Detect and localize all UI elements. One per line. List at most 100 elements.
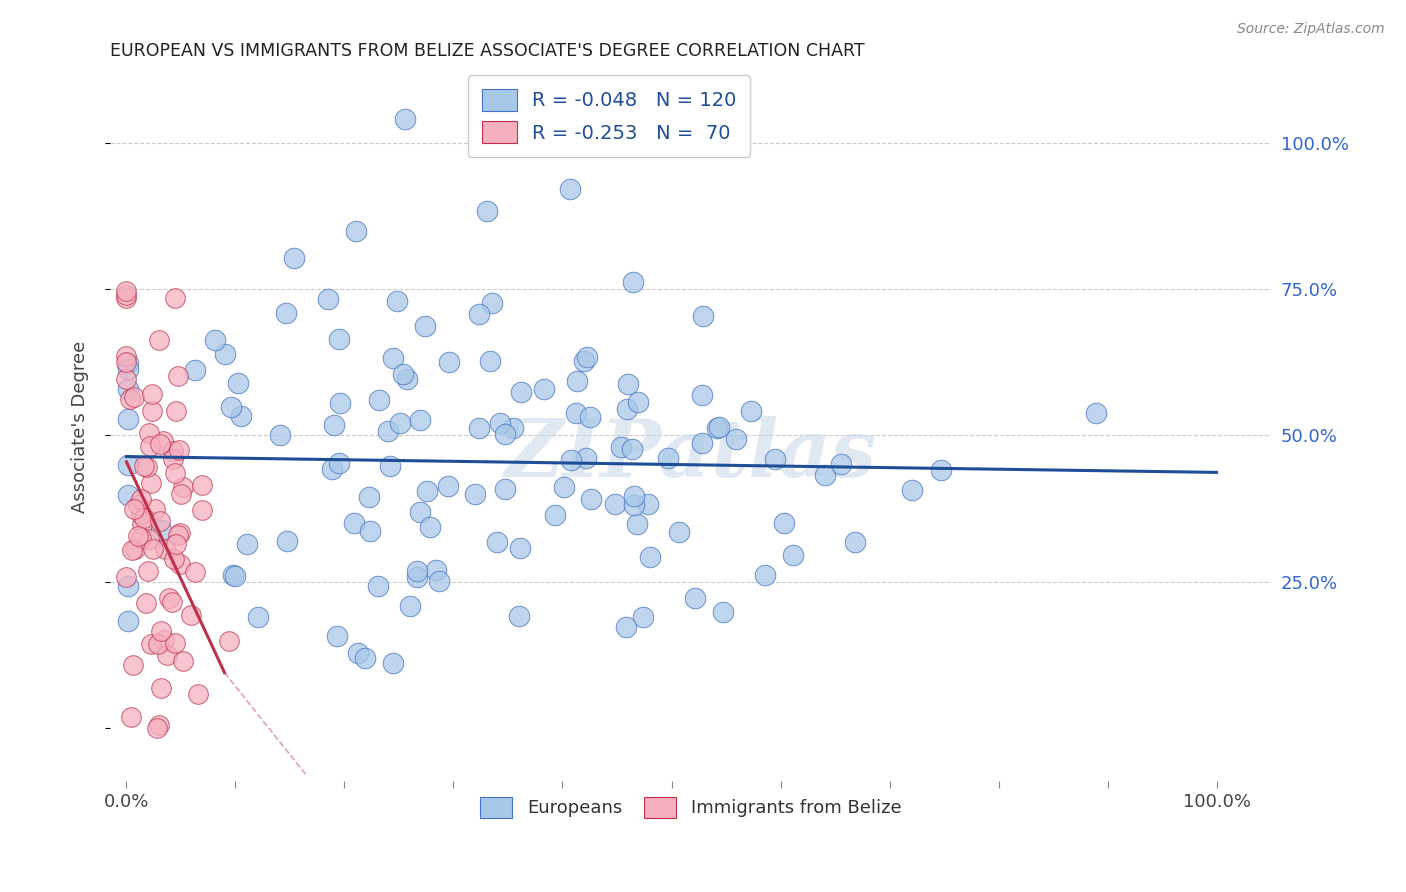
Point <box>160 595 183 609</box>
Point <box>475 203 498 218</box>
Point <box>172 655 194 669</box>
Point <box>394 112 416 127</box>
Point <box>122 391 145 405</box>
Point <box>148 718 170 732</box>
Point <box>153 542 176 557</box>
Point <box>489 416 512 430</box>
Point <box>117 579 139 593</box>
Point <box>623 489 645 503</box>
Point <box>782 548 804 562</box>
Point <box>204 334 226 348</box>
Point <box>145 721 167 735</box>
Point <box>329 396 352 410</box>
Point <box>117 488 139 502</box>
Point <box>156 648 179 663</box>
Point <box>269 427 291 442</box>
Point <box>367 393 389 408</box>
Point <box>626 516 648 531</box>
Point <box>706 421 728 435</box>
Point <box>167 442 190 457</box>
Point <box>115 284 138 298</box>
Point <box>575 450 598 465</box>
Point <box>134 511 156 525</box>
Point <box>406 570 429 584</box>
Point <box>321 462 343 476</box>
Point <box>214 346 236 360</box>
Y-axis label: Associate's Degree: Associate's Degree <box>72 341 89 513</box>
Point <box>143 501 166 516</box>
Point <box>437 355 460 369</box>
Point <box>690 388 713 402</box>
Point <box>218 634 240 648</box>
Point <box>544 508 567 523</box>
Point <box>713 606 735 620</box>
Point <box>344 225 367 239</box>
Point <box>621 275 644 289</box>
Point <box>637 497 659 511</box>
Point <box>187 687 209 701</box>
Point <box>772 516 794 531</box>
Point <box>814 468 837 483</box>
Point <box>149 514 172 528</box>
Point <box>357 490 380 504</box>
Point <box>167 369 190 384</box>
Point <box>381 656 404 670</box>
Point <box>316 292 339 306</box>
Point <box>690 436 713 450</box>
Point <box>844 534 866 549</box>
Point <box>149 437 172 451</box>
Point <box>425 562 447 576</box>
Point <box>184 363 207 377</box>
Point <box>235 537 257 551</box>
Point <box>616 620 638 634</box>
Point <box>494 482 516 496</box>
Point <box>141 387 163 401</box>
Point <box>603 497 626 511</box>
Point <box>219 400 242 414</box>
Point <box>502 421 524 435</box>
Point <box>367 579 389 593</box>
Point <box>120 710 142 724</box>
Point <box>163 467 186 481</box>
Point <box>830 458 852 472</box>
Point <box>754 568 776 582</box>
Point <box>740 404 762 418</box>
Point <box>132 459 155 474</box>
Point <box>149 681 172 695</box>
Point <box>481 296 503 310</box>
Point <box>707 420 730 434</box>
Point <box>117 382 139 396</box>
Point <box>222 568 245 582</box>
Point <box>692 310 714 324</box>
Point <box>153 632 176 647</box>
Point <box>138 532 160 546</box>
Point <box>377 425 399 439</box>
Point <box>621 442 644 457</box>
Point <box>149 523 172 537</box>
Point <box>627 395 650 409</box>
Point <box>467 307 489 321</box>
Point <box>328 332 350 346</box>
Point <box>129 531 152 545</box>
Point <box>509 385 531 400</box>
Point <box>668 525 690 540</box>
Point <box>229 409 252 424</box>
Point <box>392 367 415 381</box>
Point <box>169 526 191 541</box>
Point <box>929 463 952 477</box>
Point <box>139 439 162 453</box>
Point <box>141 403 163 417</box>
Point <box>141 637 163 651</box>
Point <box>509 541 531 555</box>
Point <box>131 516 153 531</box>
Point <box>382 351 405 366</box>
Point <box>560 453 582 467</box>
Point <box>117 362 139 376</box>
Point <box>631 610 654 624</box>
Point <box>127 499 149 513</box>
Point <box>558 182 581 196</box>
Point <box>508 608 530 623</box>
Point <box>581 492 603 507</box>
Point <box>115 291 138 305</box>
Point <box>359 524 381 538</box>
